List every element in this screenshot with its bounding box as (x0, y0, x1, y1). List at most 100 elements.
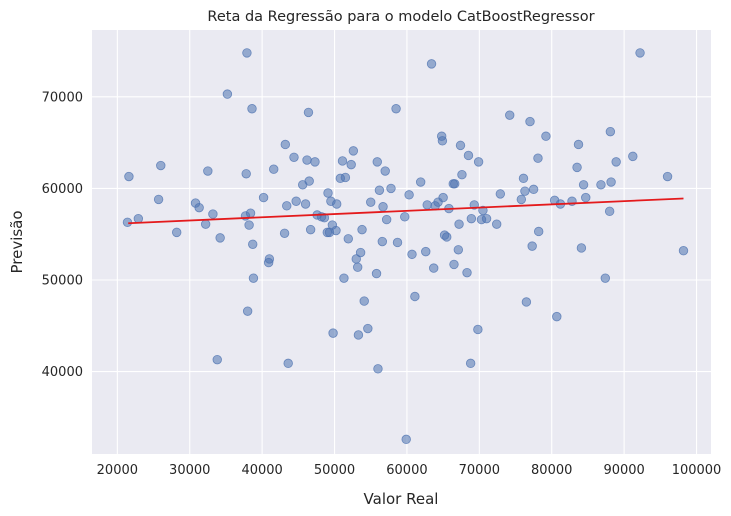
data-point (437, 136, 448, 146)
data-point (332, 199, 342, 209)
data-point (156, 160, 166, 171)
data-point (481, 213, 492, 224)
data-point (371, 268, 382, 279)
data-point (208, 209, 218, 219)
data-point (359, 296, 369, 306)
data-point (212, 354, 222, 365)
data-point (346, 159, 356, 170)
data-point (366, 197, 376, 207)
data-point (533, 226, 544, 237)
data-point (269, 164, 279, 174)
data-point (533, 153, 543, 163)
data-point (442, 232, 452, 242)
data-point (450, 179, 460, 189)
data-point (453, 245, 464, 255)
data-point (372, 157, 382, 167)
data-point (473, 157, 484, 167)
data-point (596, 180, 606, 190)
data-point (279, 228, 290, 239)
data-point (604, 206, 615, 217)
data-point (242, 306, 253, 316)
data-point (153, 194, 164, 205)
data-point (264, 254, 275, 264)
data-point (449, 259, 459, 270)
x-tick-label: 90000 (603, 463, 644, 478)
x-tick-label: 20000 (97, 463, 138, 478)
data-point (438, 192, 448, 203)
data-point (457, 169, 467, 180)
data-point (310, 157, 320, 167)
data-point (429, 263, 439, 273)
data-point (374, 185, 385, 195)
data-point (516, 194, 527, 205)
data-point (377, 236, 388, 247)
data-point (635, 48, 645, 58)
data-point (363, 323, 373, 334)
data-point (415, 177, 426, 187)
data-point (421, 246, 431, 257)
y-tick-label: 60000 (42, 182, 83, 197)
data-point (282, 201, 292, 211)
data-point (600, 273, 610, 283)
data-point (527, 241, 537, 251)
data-point (172, 227, 182, 238)
data-point (300, 199, 311, 209)
data-point (244, 220, 254, 230)
data-point (283, 358, 293, 369)
data-point (194, 202, 204, 213)
data-point (606, 177, 616, 187)
data-point (473, 324, 483, 335)
data-point (258, 192, 269, 203)
x-tick-label: 70000 (459, 463, 500, 478)
data-point (340, 172, 351, 183)
x-tick-label: 80000 (531, 463, 572, 478)
data-point (247, 104, 257, 114)
data-point (353, 330, 364, 340)
data-point (289, 152, 299, 162)
data-point (410, 291, 420, 302)
x-tick-label: 50000 (314, 463, 355, 478)
data-point (352, 262, 363, 272)
data-point (573, 139, 584, 150)
data-point (492, 219, 502, 229)
data-point (378, 202, 388, 212)
tick-labels: 20000 30000 40000 50000 60000 70000 80000 90000… (42, 90, 722, 478)
x-tick-label: 40000 (241, 463, 282, 478)
data-point (124, 171, 134, 182)
data-point (628, 151, 638, 162)
data-point (343, 234, 353, 244)
y-axis-label: Previsão (8, 210, 26, 273)
y-tick-label: 70000 (42, 90, 83, 105)
data-point (291, 196, 301, 206)
data-point (355, 247, 366, 258)
data-point (495, 189, 506, 199)
data-point (576, 243, 587, 253)
data-point (248, 273, 259, 283)
data-point (678, 245, 689, 256)
data-point (462, 267, 472, 278)
data-point (348, 146, 359, 156)
x-tick-label: 30000 (169, 463, 210, 478)
data-point (305, 224, 316, 235)
data-point (572, 162, 582, 173)
data-point (463, 150, 474, 161)
data-point (319, 213, 330, 223)
data-point (381, 214, 392, 225)
data-point (245, 208, 256, 218)
data-point (241, 169, 251, 179)
data-point (392, 237, 403, 248)
data-point (404, 190, 414, 200)
y-tick-label: 40000 (42, 365, 83, 380)
x-tick-label: 100000 (672, 463, 722, 478)
data-point (401, 434, 411, 445)
data-point (200, 219, 211, 229)
data-point (454, 219, 464, 229)
data-point (248, 239, 258, 249)
data-point (380, 166, 390, 176)
data-point (518, 173, 529, 184)
data-point (203, 166, 213, 176)
chart-title: Reta da Regressão para o modelo CatBoost… (207, 9, 594, 25)
data-point (373, 364, 383, 374)
data-point (605, 126, 616, 137)
